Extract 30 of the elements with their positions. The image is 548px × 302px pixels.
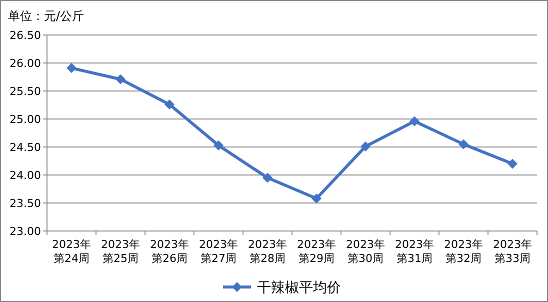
x-tick-label: 2023年第30周 [346, 238, 385, 265]
x-tick-label: 2023年第25周 [101, 238, 140, 265]
x-tick-label: 2023年第28周 [248, 238, 287, 265]
y-tick-label: 25.00 [10, 113, 41, 126]
point [164, 99, 174, 110]
point [508, 158, 518, 169]
x-tick-label: 2023年第33周 [493, 238, 532, 265]
x-tick-label: 2023年第24周 [52, 238, 91, 265]
y-tick-label: 25.50 [10, 85, 41, 98]
y-tick-label: 23.00 [10, 225, 41, 238]
point [116, 74, 126, 84]
y-tick-label: 26.00 [10, 57, 41, 70]
point [360, 141, 370, 152]
x-tick-label: 2023年第32周 [444, 238, 483, 265]
x-tick-label: 2023年第26周 [150, 238, 189, 265]
x-tick-label: 2023年第31周 [395, 238, 434, 265]
point [312, 194, 322, 204]
x-tick-label: 2023年第29周 [297, 238, 336, 265]
point [262, 172, 272, 183]
point [458, 139, 468, 150]
legend-label: 干辣椒平均价 [257, 280, 341, 296]
point [410, 116, 420, 126]
point [66, 63, 76, 74]
y-tick-label: 24.50 [10, 141, 41, 154]
y-tick-label: 23.50 [10, 197, 41, 210]
y-tick-label: 24.00 [10, 169, 41, 182]
y-tick-label: 26.50 [10, 29, 41, 42]
point [214, 140, 224, 150]
x-tick-label: 2023年第27周 [199, 238, 238, 265]
y-axis-title: 单位：元/公斤 [8, 9, 84, 23]
